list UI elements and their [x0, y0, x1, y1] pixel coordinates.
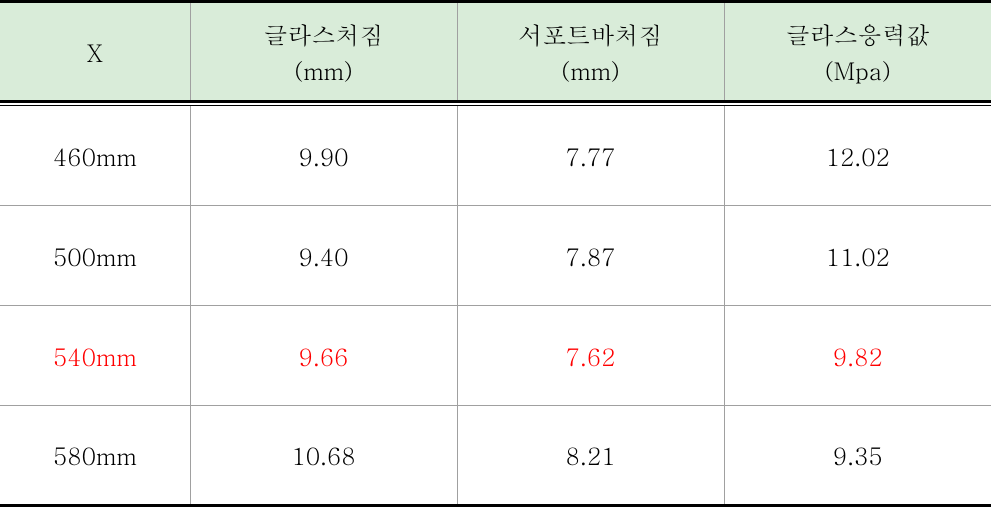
cell-glass-stress: 11.02 — [724, 206, 991, 306]
cell-glass-deflection: 9.90 — [190, 106, 457, 206]
header-label-line1: 서포트바처짐 — [519, 17, 663, 51]
header-label-line2: (mm) — [561, 53, 620, 87]
cell-x: 460mm — [0, 106, 190, 206]
cell-x: 500mm — [0, 206, 190, 306]
cell-x: 540mm — [0, 306, 190, 406]
cell-support-bar-deflection: 7.77 — [457, 106, 724, 206]
header-label: X — [87, 35, 104, 69]
cell-glass-stress: 9.82 — [724, 306, 991, 406]
cell-support-bar-deflection: 7.62 — [457, 306, 724, 406]
cell-support-bar-deflection: 8.21 — [457, 406, 724, 506]
header-label-line2: (mm) — [294, 53, 353, 87]
table-row: 580mm 10.68 8.21 9.35 — [0, 406, 991, 506]
header-label-line2: (Mpa) — [825, 53, 891, 87]
table-row: 540mm 9.66 7.62 9.82 — [0, 306, 991, 406]
header-label-line1: 글라스처짐 — [264, 17, 384, 51]
cell-glass-deflection: 9.40 — [190, 206, 457, 306]
cell-glass-stress: 12.02 — [724, 106, 991, 206]
cell-glass-deflection: 10.68 — [190, 406, 457, 506]
data-table: X 글라스처짐 (mm) 서포트바처짐 (mm) 글라스응력값 (Mpa) — [0, 0, 991, 507]
table-row: 500mm 9.40 7.87 11.02 — [0, 206, 991, 306]
table-header-row: X 글라스처짐 (mm) 서포트바처짐 (mm) 글라스응력값 (Mpa) — [0, 2, 991, 102]
cell-glass-deflection: 9.66 — [190, 306, 457, 406]
cell-glass-stress: 9.35 — [724, 406, 991, 506]
data-table-container: X 글라스처짐 (mm) 서포트바처짐 (mm) 글라스응력값 (Mpa) — [0, 0, 991, 507]
column-header-support-bar-deflection: 서포트바처짐 (mm) — [457, 2, 724, 102]
column-header-x: X — [0, 2, 190, 102]
table-body: 460mm 9.90 7.77 12.02 500mm 9.40 7.87 11… — [0, 106, 991, 506]
cell-support-bar-deflection: 7.87 — [457, 206, 724, 306]
column-header-glass-deflection: 글라스처짐 (mm) — [190, 2, 457, 102]
column-header-glass-stress: 글라스응력값 (Mpa) — [724, 2, 991, 102]
table-row: 460mm 9.90 7.77 12.02 — [0, 106, 991, 206]
header-label-line1: 글라스응력값 — [786, 17, 930, 51]
cell-x: 580mm — [0, 406, 190, 506]
